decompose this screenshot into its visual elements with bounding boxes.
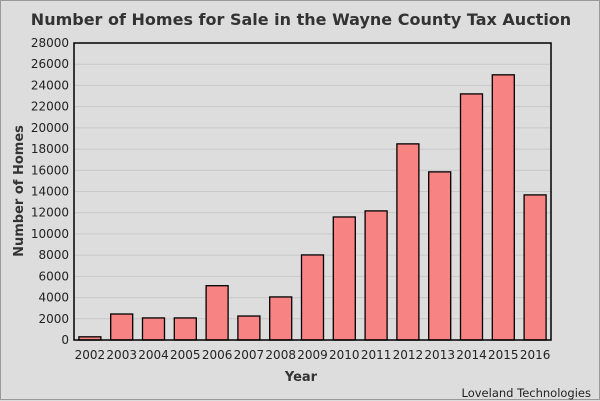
chart-title: Number of Homes for Sale in the Wayne Co… bbox=[31, 10, 571, 29]
y-tick-label: 4000 bbox=[38, 291, 69, 305]
y-tick-label: 8000 bbox=[38, 248, 69, 262]
bar-2008 bbox=[269, 296, 293, 341]
y-tick-label: 24000 bbox=[31, 78, 69, 92]
x-tick-label: 2013 bbox=[424, 348, 455, 362]
bar-2007 bbox=[237, 315, 261, 341]
x-tick-label: 2003 bbox=[106, 348, 137, 362]
y-axis-label: Number of Homes bbox=[12, 125, 27, 257]
y-tick-label: 10000 bbox=[31, 227, 69, 241]
x-tick-label: 2016 bbox=[520, 348, 551, 362]
plot-frame bbox=[73, 42, 552, 341]
y-tick-label: 22000 bbox=[31, 100, 69, 114]
x-tick-label: 2002 bbox=[75, 348, 106, 362]
x-tick-label: 2015 bbox=[488, 348, 519, 362]
x-axis-label: Year bbox=[284, 370, 318, 385]
x-tick-label: 2006 bbox=[202, 348, 233, 362]
bar-2006 bbox=[205, 285, 229, 341]
y-tick-label: 0 bbox=[61, 333, 69, 347]
x-tick-label: 2005 bbox=[170, 348, 201, 362]
bar-2014 bbox=[459, 93, 484, 341]
y-tick-label: 28000 bbox=[31, 36, 69, 50]
y-tick-label: 20000 bbox=[31, 121, 69, 135]
y-tick-label: 18000 bbox=[31, 142, 69, 156]
credit-text: Loveland Technologies bbox=[462, 386, 591, 400]
x-tick-label: 2010 bbox=[329, 348, 360, 362]
y-tick-label: 2000 bbox=[38, 312, 69, 326]
x-tick-label: 2004 bbox=[138, 348, 169, 362]
bar-2013 bbox=[428, 171, 452, 341]
bar-2015 bbox=[491, 74, 515, 341]
bar-2010 bbox=[332, 216, 356, 341]
bar-2004 bbox=[141, 317, 166, 341]
bar-2003 bbox=[110, 313, 134, 341]
x-tick-label: 2007 bbox=[234, 348, 265, 362]
bar-2011 bbox=[364, 210, 388, 341]
y-tick-label: 14000 bbox=[31, 185, 69, 199]
bar-2009 bbox=[300, 254, 325, 341]
x-tick-label: 2011 bbox=[361, 348, 392, 362]
x-tick-label: 2009 bbox=[297, 348, 328, 362]
x-tick-label: 2008 bbox=[265, 348, 296, 362]
bar-2005 bbox=[173, 317, 197, 341]
y-tick-label: 26000 bbox=[31, 57, 69, 71]
bar-2012 bbox=[396, 143, 420, 341]
y-tick-label: 16000 bbox=[31, 163, 69, 177]
x-tick-label: 2012 bbox=[393, 348, 424, 362]
y-tick-label: 12000 bbox=[31, 206, 69, 220]
y-tick-label: 6000 bbox=[38, 269, 69, 283]
bar-2016 bbox=[523, 194, 547, 341]
x-tick-label: 2014 bbox=[456, 348, 487, 362]
